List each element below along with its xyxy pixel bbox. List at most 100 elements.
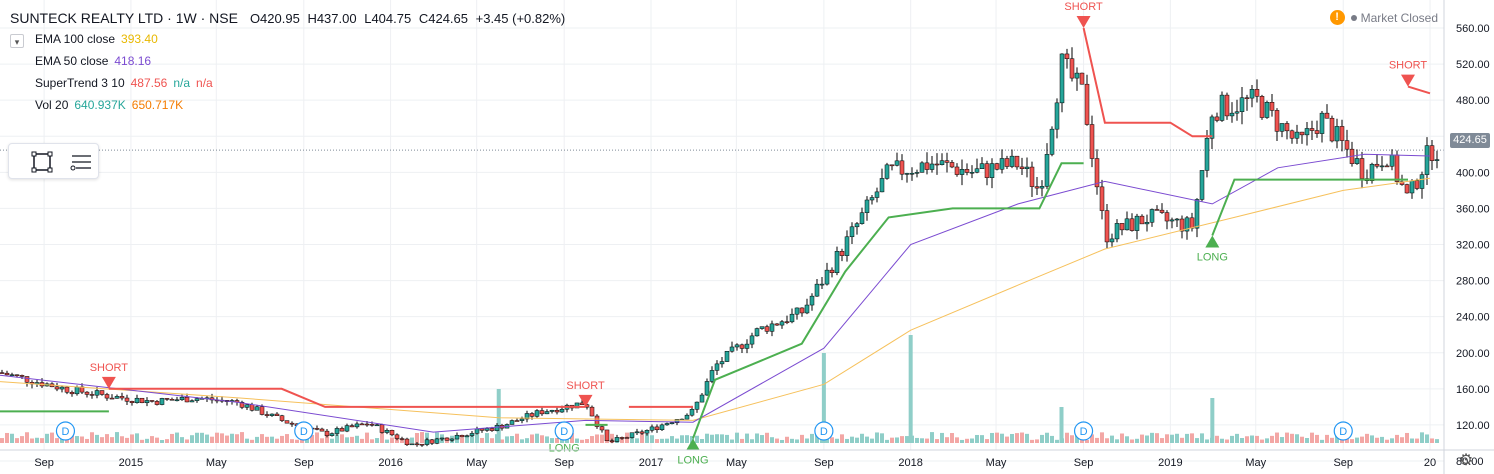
symbol-title[interactable]: SUNTECK REALTY LTD · 1W · NSE [10,10,238,26]
volume-bar [210,436,214,443]
volume-bar [315,432,319,443]
candle-body [484,428,490,431]
volume-bar [360,438,364,443]
long-signal-label: LONG [549,443,580,455]
indicator-row[interactable]: Vol 20 640.937K 650.717K [10,94,569,116]
candle-body [114,396,120,399]
volume-bar [565,439,569,443]
candle-body [754,328,760,337]
candle-body [239,401,245,408]
candle-body [1414,180,1420,189]
volume-bar [375,438,379,443]
volume-bar [1105,438,1109,443]
volume-bar [945,437,949,443]
gear-icon[interactable]: ⚙ [1458,452,1474,469]
short-signal-marker [578,394,593,407]
ema100-line [0,177,1431,421]
volume-bar [155,437,159,443]
candlesticks [0,47,1440,447]
indicator-row[interactable]: EMA 50 close 418.16 [10,50,569,72]
candle-body [864,199,870,213]
candle-body [964,169,970,173]
candle-body [1179,218,1185,232]
candle-body [1104,210,1110,243]
volume-bar [770,437,774,443]
volume-bar [875,432,879,443]
candle-body [129,401,135,403]
candle-body [1249,89,1255,99]
candle-body [1029,166,1035,187]
dividend-event-marker[interactable] [554,421,574,441]
x-tick-label: 2016 [378,457,402,469]
indicator-row[interactable]: SuperTrend 3 10 487.56 n/a n/a [10,72,569,94]
volume-bar [1115,439,1119,443]
volume-bar [660,438,664,443]
candle-body [399,438,405,440]
candle-body [99,390,105,395]
volume-bar [240,432,244,443]
volume-bar [470,435,474,443]
candle-body [364,423,370,426]
volume-bar [1415,438,1419,443]
volume-bar [920,438,924,443]
dividend-event-label: D [61,426,69,438]
candle-body [734,344,740,348]
volume-bar [1370,435,1374,443]
volume-bar [195,432,199,443]
candle-body [464,435,470,438]
volume-bar [1335,434,1339,443]
volume-bar [345,437,349,443]
volume-bar [1315,434,1319,443]
candle-body [654,426,660,431]
volume-spike [1210,398,1215,443]
candle-body [559,408,565,413]
indicator-row[interactable]: EMA 100 close 393.40 [10,28,569,50]
volume-bar [960,439,964,443]
warning-icon[interactable]: ! [1329,10,1345,25]
volume-bar [1180,437,1184,443]
volume-spike [821,353,826,443]
dividend-event-marker[interactable] [1333,421,1353,441]
volume-bar [530,434,534,443]
candle-body [1064,53,1070,59]
candle-body [809,295,815,306]
status-dot-icon [1350,14,1357,21]
market-status[interactable]: ! Market Closed [1329,10,1438,25]
candle-body [1084,83,1090,125]
volume-bar [220,433,224,443]
indicator-name: Vol 20 [35,98,69,112]
candle-body [1314,130,1320,134]
rectangle-select-icon[interactable] [29,149,55,175]
volume-bar [1360,436,1364,443]
last-price-label: 424.65 [1450,133,1490,148]
volume-bar [1265,438,1269,443]
volume-bar [1425,434,1429,443]
candle-body [369,424,375,426]
dividend-event-marker[interactable] [1073,421,1094,441]
candle-body [1284,123,1290,132]
volume-bar [595,434,599,443]
candle-body [1079,72,1085,85]
volume-bar [730,439,734,443]
short-signal-marker [1076,16,1091,28]
candle-body [614,437,620,442]
dividend-event-marker[interactable] [55,421,76,441]
dividend-event-marker[interactable] [294,421,314,441]
collapse-legend-button[interactable]: ▾ [10,34,24,48]
volume-bar [1435,439,1439,443]
volume-bar [1235,433,1239,443]
candle-body [819,283,825,286]
volume-bar [535,433,539,443]
indicator-value: n/a [173,76,191,90]
list-icon[interactable] [67,149,93,175]
candle-body [1159,209,1165,213]
volume-bar [1405,432,1409,443]
legend-title-row: SUNTECK REALTY LTD · 1W · NSE O420.95 H4… [10,8,569,28]
volume-bar [1195,438,1199,443]
volume-bar [725,434,729,443]
volume-bar [755,433,759,443]
volume-bar [930,432,934,443]
volume-bar [900,436,904,443]
dividend-event-marker[interactable] [814,421,834,441]
